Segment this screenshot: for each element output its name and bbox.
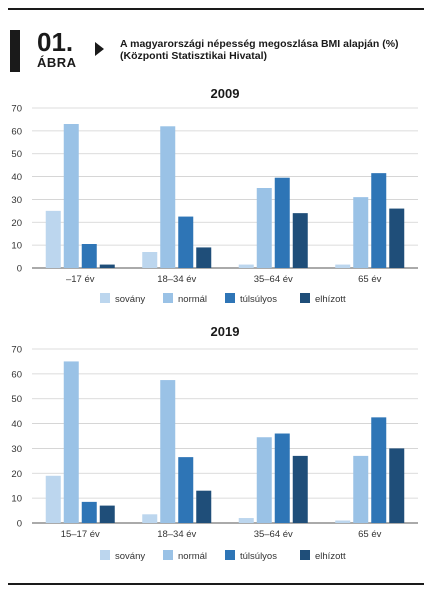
legend-label: túlsúlyos (240, 551, 277, 562)
bar (99, 505, 115, 523)
bar (353, 197, 369, 268)
bar (335, 264, 351, 268)
bar (238, 518, 254, 523)
legend-label: normál (178, 294, 207, 305)
y-tick-label: 70 (11, 104, 22, 115)
bar (45, 475, 61, 523)
category-label: 65 év (358, 529, 381, 540)
bar (142, 514, 158, 523)
bar (196, 490, 212, 523)
bar (196, 247, 212, 268)
bar (142, 252, 158, 268)
legend-swatch (100, 293, 110, 303)
bar (178, 457, 194, 523)
figure-label: ÁBRA (37, 55, 77, 70)
header-accent-bar (10, 30, 20, 72)
category-label: –17 év (66, 274, 95, 285)
chart-title: 2019 (211, 324, 240, 339)
legend-swatch (300, 550, 310, 560)
figure-title-line1: A magyarországi népesség megoszlása BMI … (120, 38, 399, 50)
bar (389, 208, 405, 268)
legend-label: túlsúlyos (240, 294, 277, 305)
y-tick-label: 40 (11, 419, 22, 430)
legend-label: sovány (115, 551, 145, 562)
bar (160, 126, 176, 269)
category-label: 65 év (358, 274, 381, 285)
y-tick-label: 20 (11, 218, 22, 229)
category-label: 35–64 év (254, 529, 293, 540)
y-tick-label: 10 (11, 241, 22, 252)
bar (160, 380, 176, 523)
bar-chart-2009: 2009 0 10 20 30 40 50 60 70 –17 év 18–34 év 35–64 é… (11, 86, 418, 305)
y-tick-label: 20 (11, 469, 22, 480)
arrow-right-icon (95, 42, 104, 56)
y-tick-label: 50 (11, 394, 22, 405)
bar (274, 433, 290, 523)
bar (81, 501, 97, 523)
bar (63, 361, 79, 523)
legend-swatch (163, 550, 173, 560)
legend-label: normál (178, 551, 207, 562)
category-label: 35–64 év (254, 274, 293, 285)
bar (63, 124, 79, 268)
y-tick-label: 70 (11, 345, 22, 356)
bar (371, 417, 387, 523)
bar (238, 264, 254, 268)
y-tick-label: 50 (11, 149, 22, 160)
bar (256, 188, 272, 268)
bar (371, 173, 387, 268)
bar (178, 216, 194, 268)
bar (292, 455, 308, 523)
y-tick-label: 0 (17, 264, 22, 275)
bar (292, 213, 308, 268)
legend-swatch (100, 550, 110, 560)
chart-title: 2009 (211, 86, 240, 101)
bottom-rule (8, 583, 424, 585)
bar (274, 177, 290, 268)
bar-chart-2019: 2019 0 10 20 30 40 50 60 70 15–17 év 18–34 év 35–64… (11, 324, 418, 562)
top-rule (8, 8, 424, 10)
legend-swatch (300, 293, 310, 303)
legend-swatch (225, 293, 235, 303)
figure-title-line2: (Központi Statisztikai Hivatal) (120, 50, 268, 62)
bar (389, 448, 405, 523)
legend-label: elhízott (315, 551, 346, 562)
figure-title: A magyarországi népesség megoszlása BMI … (120, 38, 420, 62)
category-label: 18–34 év (157, 529, 196, 540)
y-tick-label: 0 (17, 519, 22, 530)
bar (256, 437, 272, 523)
bar (353, 455, 369, 523)
bar (45, 210, 61, 268)
bar (81, 244, 97, 268)
y-tick-label: 10 (11, 494, 22, 505)
bar (99, 264, 115, 268)
y-tick-label: 60 (11, 126, 22, 137)
legend-swatch (225, 550, 235, 560)
y-tick-label: 40 (11, 172, 22, 183)
figure-number: 01. (37, 27, 74, 57)
y-tick-label: 30 (11, 195, 22, 206)
category-label: 15–17 év (61, 529, 100, 540)
legend-swatch (163, 293, 173, 303)
y-tick-label: 60 (11, 369, 22, 380)
y-tick-label: 30 (11, 444, 22, 455)
category-label: 18–34 év (157, 274, 196, 285)
bar (335, 520, 351, 523)
legend-label: sovány (115, 294, 145, 305)
legend-label: elhízott (315, 294, 346, 305)
